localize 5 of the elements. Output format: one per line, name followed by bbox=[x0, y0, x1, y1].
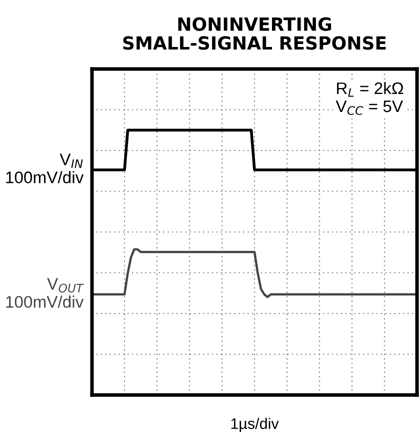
series-label: V$_{OUT}$ 100mV/div bbox=[6, 278, 84, 308]
text: 1µs/div bbox=[231, 418, 279, 432]
series-label: V$_{IN}$ 100mV/div bbox=[6, 154, 84, 184]
text: R$_{L}$ = 2kΩ V$_{CC}$ = 5V bbox=[336, 82, 404, 115]
chart-title: NONINVERTING SMALL-SIGNAL RESPONSE bbox=[123, 17, 386, 50]
